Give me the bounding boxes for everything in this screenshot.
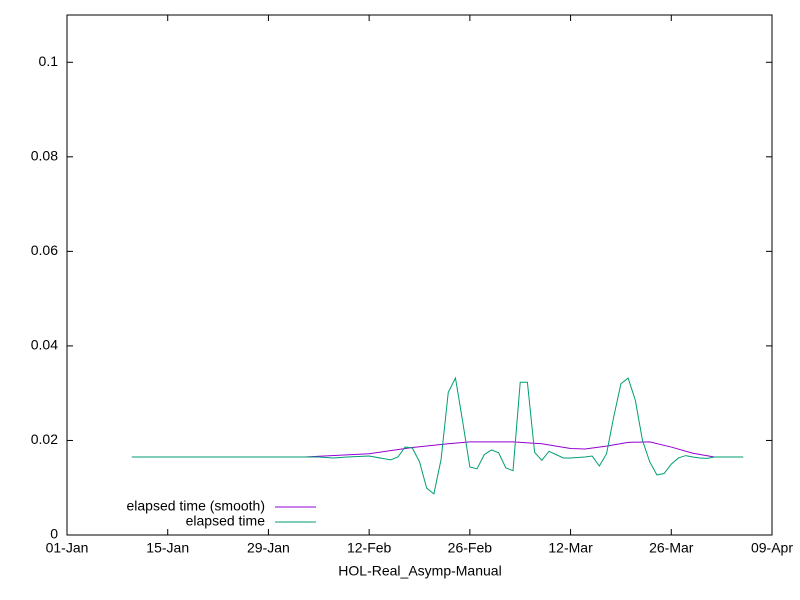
x-tick-label: 29-Jan	[247, 540, 290, 556]
y-tick-label: 0.1	[39, 53, 59, 69]
y-tick-label: 0.06	[31, 242, 58, 258]
y-tick-label: 0.08	[31, 148, 58, 164]
data-line	[304, 441, 715, 458]
x-tick-label: 01-Jan	[46, 540, 89, 556]
x-axis-label: HOL-Real_Asymp-Manual	[338, 563, 501, 579]
y-tick-label: 0	[50, 526, 58, 542]
y-tick-label: 0.04	[31, 337, 58, 353]
x-tick-label: 09-Apr	[751, 540, 793, 556]
x-tick-label: 26-Feb	[448, 540, 493, 556]
x-tick-label: 26-Mar	[649, 540, 694, 556]
legend-label: elapsed time (smooth)	[126, 498, 265, 514]
y-tick-label: 0.02	[31, 431, 58, 447]
data-line	[131, 376, 744, 495]
plot-frame	[66, 14, 773, 536]
legend-label: elapsed time	[186, 513, 266, 529]
x-tick-label: 12-Mar	[548, 540, 593, 556]
x-tick-label: 12-Feb	[347, 540, 392, 556]
x-tick-label: 15-Jan	[146, 540, 189, 556]
